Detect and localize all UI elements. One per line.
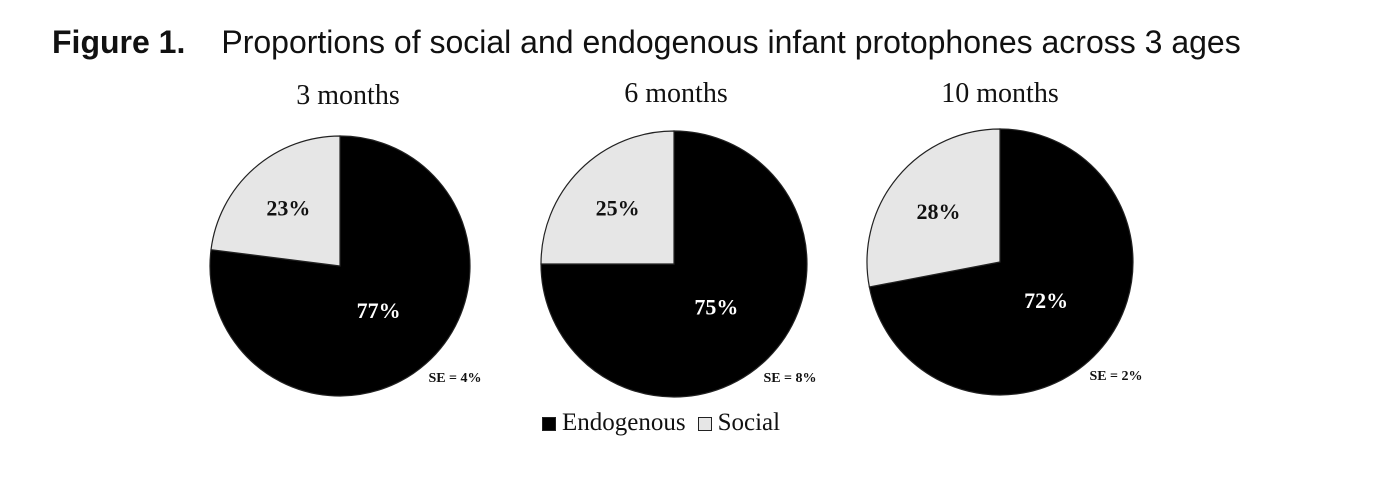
legend-swatch-social — [697, 417, 712, 431]
pie-slice-social — [866, 128, 1001, 288]
pie-se-annotation: SE = 8% — [763, 371, 816, 386]
figure-label: Figure 1. — [52, 23, 186, 60]
pie-value-label-endogenous: 77% — [357, 298, 401, 323]
figure-heading: Figure 1. Proportions of social and endo… — [52, 18, 1241, 66]
pie-value-label-social: 28% — [917, 199, 961, 224]
figure-title: Proportions of social and endogenous inf… — [221, 23, 1241, 60]
pie-value-label-endogenous: 72% — [1024, 288, 1068, 313]
legend-item-endogenous: Endogenous — [542, 409, 686, 437]
pie-title: 6 months — [624, 78, 727, 109]
pie-title: 10 months — [941, 78, 1058, 109]
legend-swatch-endogenous — [542, 417, 556, 431]
pie-slice-social — [210, 135, 341, 267]
legend: Endogenous Social — [542, 405, 792, 441]
pie-value-label-endogenous: 75% — [694, 294, 738, 319]
pie-value-label-social: 23% — [266, 195, 310, 220]
pie-chart-2: 6 months 75% 25% SE = 8% — [540, 78, 817, 398]
pie-slice-social — [540, 130, 675, 265]
pie-value-label-social: 25% — [596, 196, 640, 221]
pie-chart-3: 10 months 72% 28% SE = 2% — [866, 78, 1143, 396]
pie-se-annotation: SE = 4% — [428, 371, 481, 386]
pie-chart-1: 3 months 77% 23% SE = 4% — [209, 80, 482, 397]
legend-label-social: Social — [717, 409, 781, 436]
pie-slice-endogenous — [868, 128, 1134, 396]
pie-title: 3 months — [296, 80, 399, 111]
pie-se-annotation: SE = 2% — [1089, 369, 1142, 384]
legend-item-social: Social — [697, 409, 781, 437]
legend-label-endogenous: Endogenous — [562, 409, 686, 436]
